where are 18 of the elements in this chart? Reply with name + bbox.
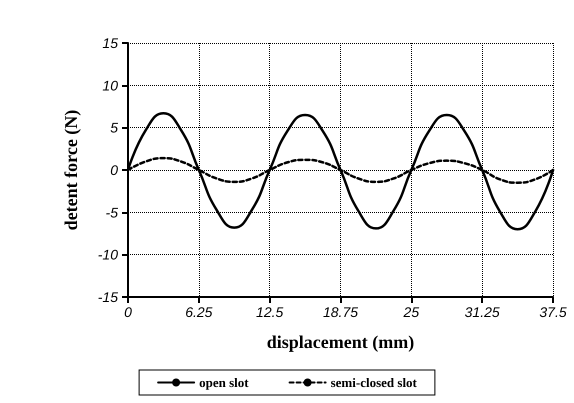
x-tick-label: 25 <box>402 304 420 320</box>
x-axis-title: displacement (mm) <box>266 332 414 352</box>
y-tick-label: 0 <box>110 162 118 178</box>
y-tick-label: -15 <box>98 289 118 305</box>
y-tick-label: 10 <box>102 77 118 94</box>
legend-label: semi-closed slot <box>330 375 418 390</box>
x-tick-label: 18.75 <box>322 304 358 320</box>
legend-label: open slot <box>199 375 250 390</box>
y-tick-label: 15 <box>102 35 118 51</box>
x-tick-label: 31.25 <box>464 304 500 320</box>
y-tick-label: -5 <box>106 204 118 220</box>
y-tick-label: 5 <box>110 120 118 136</box>
x-tick-label: 37.5 <box>539 304 567 320</box>
x-tick-label: 6.25 <box>185 304 213 320</box>
y-axis-title: detent force (N) <box>61 110 81 230</box>
x-tick-label: 0 <box>124 304 132 320</box>
x-tick-label: 12.5 <box>256 304 284 320</box>
y-tick-label: -10 <box>98 246 118 263</box>
